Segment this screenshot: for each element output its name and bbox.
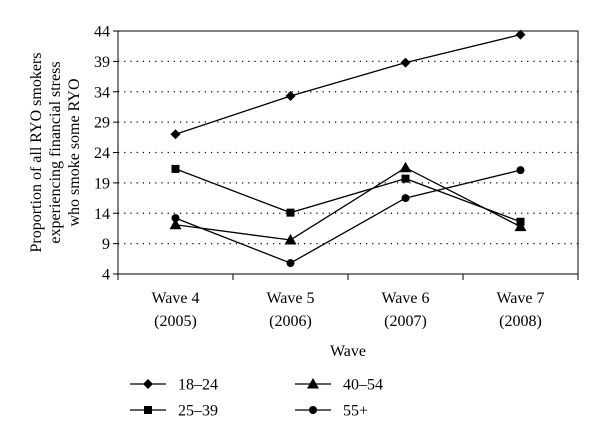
- data-point: [286, 259, 295, 268]
- y-tick-label: 39: [94, 54, 110, 71]
- series-diamond: [170, 29, 526, 140]
- x-tick-label: (2007): [384, 313, 427, 330]
- series-line: [175, 168, 521, 223]
- y-tick-label: 19: [94, 175, 110, 192]
- series-circle: [171, 166, 525, 268]
- legend: 18–24 25–39 40–54 55+: [130, 377, 383, 420]
- x-tick-label: (2005): [154, 313, 197, 330]
- x-tick-label: Wave 6: [381, 290, 429, 307]
- data-point: [401, 174, 410, 183]
- legend-item: 25–39: [130, 403, 218, 420]
- legend-marker: [307, 378, 319, 389]
- y-tick-label: 24: [94, 145, 110, 162]
- y-tick-label: 34: [94, 84, 110, 101]
- x-tick-label: Wave 5: [266, 290, 314, 307]
- y-tick-label: 29: [94, 115, 110, 132]
- x-axis-title: Wave: [330, 343, 366, 360]
- gridlines: [118, 60, 578, 245]
- legend-label: 55+: [343, 403, 368, 420]
- y-axis-title: Proportion of all RYO smokers experiencin…: [28, 53, 83, 253]
- data-point: [399, 161, 412, 173]
- plot-frame: [117, 30, 579, 275]
- legend-item: 55+: [295, 403, 368, 420]
- series-line: [175, 169, 521, 264]
- y-axis-title-line: who smoke some RYO: [66, 79, 83, 227]
- data-point: [401, 194, 410, 203]
- series-square: [171, 164, 525, 226]
- legend-marker: [309, 406, 317, 414]
- y-tick-label: 44: [94, 24, 110, 41]
- legend-label: 40–54: [343, 377, 383, 394]
- legend-item: 40–54: [295, 377, 383, 394]
- x-tick-label: Wave 4: [151, 290, 199, 307]
- legend-marker: [144, 406, 152, 414]
- data-point: [169, 218, 182, 230]
- x-tick-label: (2006): [269, 313, 312, 330]
- data-point: [516, 166, 525, 175]
- y-tick-label: 4: [102, 267, 110, 284]
- y-tick-label: 9: [102, 236, 110, 253]
- legend-item: 18–24: [130, 377, 218, 394]
- y-axis-title-line: experiencing financial stress: [47, 61, 64, 243]
- series-line: [175, 166, 521, 241]
- x-tick-label: (2008): [499, 313, 542, 330]
- series-triangle: [169, 161, 527, 245]
- series-line: [175, 34, 521, 135]
- y-tick-label: 14: [94, 206, 110, 223]
- data-point: [171, 214, 180, 223]
- y-axis-ticks: 4 9 14 19 24 29 34 39 44: [94, 24, 118, 284]
- data-point: [400, 57, 411, 68]
- data-point: [171, 164, 180, 173]
- data-point: [284, 233, 297, 245]
- y-axis-title-line: Proportion of all RYO smokers: [28, 53, 45, 253]
- data-point: [515, 29, 526, 40]
- series-lines: [169, 29, 527, 268]
- data-point: [514, 220, 527, 232]
- data-point: [285, 91, 296, 102]
- legend-label: 25–39: [178, 403, 218, 420]
- x-axis-categories: Wave 4 (2005) Wave 5 (2006) Wave 6 (2007) Wave…: [117, 274, 579, 330]
- data-point: [170, 129, 181, 140]
- legend-marker: [143, 379, 153, 389]
- x-tick-label: Wave 7: [496, 290, 544, 307]
- legend-label: 18–24: [178, 377, 218, 394]
- data-point: [286, 208, 295, 217]
